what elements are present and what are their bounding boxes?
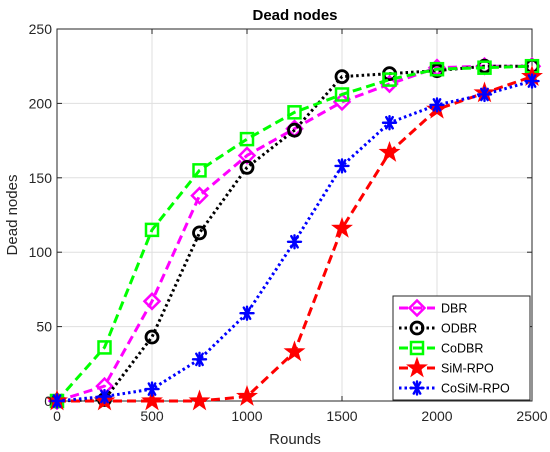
legend-label-cosim-rpo: CoSiM-RPO (441, 382, 510, 396)
x-tick-label: 1500 (326, 408, 357, 424)
legend-marker-codbr (409, 340, 425, 356)
series-line-odbr (56, 64, 532, 403)
legend-marker-cosim-rpo (409, 380, 425, 396)
tick-labels: 0 500 1000 1500 2000 2500 0 50 100 150 200 250 (29, 21, 548, 424)
data-point-sim-rpo (283, 340, 306, 362)
legend-marker-sim-rpo (406, 356, 428, 378)
data-point-cosim-rpo (49, 393, 65, 409)
data-point-sim-rpo (236, 385, 258, 406)
data-point-cosim-rpo (381, 115, 398, 131)
data-point-cosim-rpo (144, 381, 160, 397)
x-tick-label: 500 (140, 408, 164, 424)
x-tick-label: 1000 (231, 408, 262, 424)
data-point-codbr (192, 163, 207, 178)
legend-entry-dbr: DBR (399, 298, 467, 318)
legend-entry-codbr: CoDBR (399, 340, 483, 356)
data-point-cosim-rpo (429, 97, 445, 113)
data-point-codbr (334, 87, 350, 102)
data-point-odbr (287, 122, 302, 138)
data-point-sim-rpo (141, 389, 163, 411)
x-tick-label: 0 (53, 408, 61, 424)
legend-entry-cosim-rpo: CoSiM-RPO (399, 380, 510, 396)
x-tick-label: 2500 (516, 408, 547, 424)
data-point-cosim-rpo (524, 73, 540, 89)
data-point-odbr (144, 329, 160, 345)
legend: DBR ODBR CoDBR SiM-RPO CoSiM-RPO (392, 295, 531, 401)
series-cosim-rpo (49, 73, 540, 409)
y-tick-label: 0 (44, 393, 52, 409)
x-axis-label: Rounds (269, 431, 321, 448)
data-point-odbr (334, 69, 350, 85)
legend-label-codbr: CoDBR (441, 342, 483, 356)
legend-entry-odbr: ODBR (399, 320, 477, 336)
legend-entry-sim-rpo: SiM-RPO (399, 356, 494, 378)
legend-label-odbr: ODBR (441, 322, 477, 336)
data-point-codbr (429, 61, 445, 77)
data-point-cosim-rpo (476, 86, 493, 103)
legend-marker-dbr (407, 298, 427, 318)
y-tick-label: 250 (29, 21, 53, 37)
legend-label-sim-rpo: SiM-RPO (441, 362, 494, 376)
axes-box (56, 28, 533, 402)
plot-series (46, 56, 543, 411)
y-tick-label: 150 (29, 170, 53, 186)
data-point-codbr (97, 340, 112, 355)
data-point-cosim-rpo (191, 351, 208, 368)
data-point-dbr (237, 146, 257, 165)
legend-marker-odbr (409, 320, 425, 336)
legend-label-dbr: DBR (441, 302, 467, 316)
data-point-codbr (239, 131, 255, 147)
y-tick-label: 100 (29, 244, 53, 260)
data-point-cosim-rpo (334, 158, 350, 174)
y-axis-label: Dead nodes (4, 175, 21, 256)
data-point-sim-rpo (331, 216, 353, 238)
data-point-codbr (144, 222, 160, 238)
y-tick-label: 50 (36, 319, 52, 335)
data-point-odbr (239, 159, 255, 175)
data-point-cosim-rpo (239, 305, 255, 321)
x-tick-label: 2000 (421, 408, 452, 424)
data-point-codbr (287, 105, 302, 120)
data-point-sim-rpo (378, 140, 401, 162)
y-tick-label: 200 (29, 95, 53, 111)
data-point-cosim-rpo (286, 234, 303, 250)
data-point-sim-rpo (188, 389, 211, 411)
series-codbr (49, 58, 540, 409)
data-point-cosim-rpo (96, 388, 113, 405)
data-point-codbr (382, 72, 397, 87)
data-point-codbr (477, 60, 492, 75)
data-point-odbr (192, 225, 207, 241)
data-point-dbr (190, 186, 209, 205)
data-point-dbr (142, 292, 162, 311)
series-line-codbr (55, 64, 533, 402)
grid-lines (56, 28, 533, 402)
chart-title: Dead nodes (252, 7, 337, 24)
